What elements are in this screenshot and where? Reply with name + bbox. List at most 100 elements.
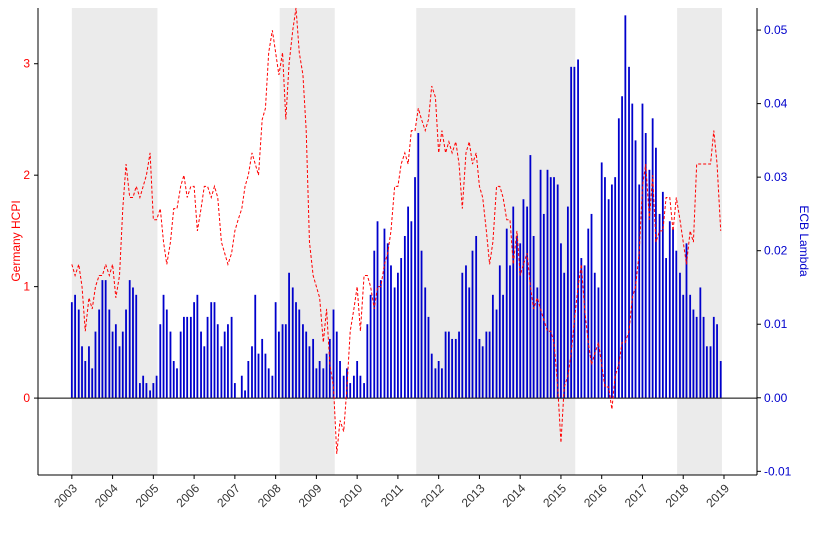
bar — [566, 206, 569, 398]
bar — [142, 375, 145, 398]
shaded-period — [71, 8, 158, 475]
bar — [672, 228, 674, 398]
x-tick-label: 2018 — [663, 481, 692, 510]
bar — [145, 383, 148, 398]
bar — [295, 302, 297, 398]
bar — [424, 287, 427, 398]
bar — [563, 272, 566, 398]
bar — [77, 309, 80, 398]
bar — [152, 383, 155, 398]
bar — [427, 316, 430, 398]
bar — [420, 250, 423, 398]
bar — [553, 177, 555, 398]
bar — [149, 390, 151, 398]
bar — [607, 199, 610, 398]
bar — [383, 228, 386, 398]
bar — [342, 375, 345, 398]
x-tick-label: 2019 — [703, 481, 732, 510]
bar — [159, 324, 162, 398]
x-tick-label: 2012 — [418, 481, 447, 510]
bar — [118, 346, 121, 398]
bar — [430, 353, 433, 398]
bar — [94, 331, 97, 398]
bar — [271, 375, 274, 398]
bar — [70, 302, 73, 398]
bar — [393, 287, 396, 398]
bar — [454, 338, 457, 398]
bar — [264, 353, 267, 398]
bar — [491, 294, 494, 398]
bar — [339, 361, 341, 398]
bar — [631, 103, 634, 398]
bar — [291, 287, 294, 398]
bar — [638, 184, 641, 398]
bar — [549, 177, 552, 398]
bar — [689, 294, 692, 398]
bar — [617, 118, 620, 398]
bar — [261, 338, 264, 398]
shaded-period — [677, 8, 722, 475]
bar — [349, 383, 352, 398]
bar — [661, 191, 664, 398]
bar — [695, 316, 698, 398]
bar — [240, 375, 243, 398]
bar — [516, 235, 518, 398]
bar — [502, 294, 504, 398]
bar — [679, 272, 681, 398]
bar — [390, 265, 392, 398]
y-axis-title: Germany HCPI — [9, 200, 23, 281]
bar — [519, 243, 522, 398]
bar — [610, 184, 613, 398]
bar — [539, 169, 542, 398]
y2-tick-label: -0.01 — [764, 464, 792, 478]
bar — [179, 331, 182, 398]
x-tick-label: 2003 — [51, 481, 80, 510]
bar — [81, 346, 83, 398]
bar — [111, 331, 114, 398]
bar — [189, 316, 192, 398]
bar — [648, 169, 651, 398]
bar — [414, 177, 416, 398]
bar — [478, 338, 481, 398]
bar — [705, 346, 708, 398]
bar — [441, 368, 443, 398]
bar — [247, 361, 250, 398]
bar — [176, 368, 178, 398]
bar — [458, 331, 460, 398]
bar — [400, 258, 403, 398]
bar — [186, 316, 189, 398]
bar — [407, 206, 409, 398]
line — [71, 7, 722, 454]
bar — [169, 331, 172, 398]
bar — [570, 66, 573, 398]
bar — [101, 280, 104, 398]
bar — [128, 280, 131, 398]
bar — [104, 280, 107, 398]
bar — [230, 316, 233, 398]
bar — [481, 346, 484, 398]
x-tick-label: 2013 — [459, 481, 488, 510]
bar — [203, 346, 206, 398]
y2-tick-label: 0.05 — [764, 23, 788, 37]
x-tick-label: 2004 — [92, 481, 121, 510]
bar — [305, 331, 308, 398]
bar — [655, 147, 657, 398]
y-tick-label: 0 — [23, 391, 30, 405]
bar — [369, 294, 372, 398]
bar — [512, 206, 515, 398]
bar — [719, 361, 722, 398]
bar — [451, 338, 454, 398]
bar — [312, 338, 315, 398]
bar — [628, 66, 630, 398]
bar — [702, 316, 705, 398]
x-tick-label: 2014 — [500, 481, 529, 510]
y-tick-label: 3 — [23, 57, 30, 71]
bar — [546, 169, 549, 398]
bar — [308, 346, 311, 398]
bar — [498, 265, 501, 398]
bar — [651, 118, 654, 398]
bar — [386, 243, 389, 398]
bar — [447, 331, 450, 398]
bar — [125, 309, 127, 398]
bar — [461, 272, 464, 398]
